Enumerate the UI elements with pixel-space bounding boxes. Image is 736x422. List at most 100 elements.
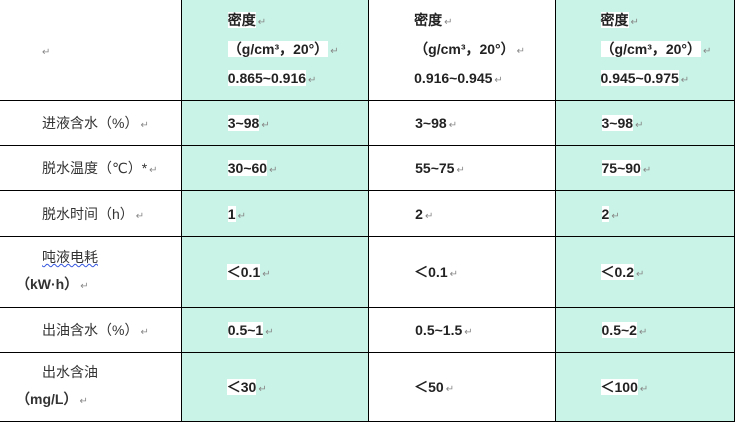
value-cell: 30~60 ↵ [180,145,370,191]
paragraph-mark: ↵ [638,327,648,338]
row-label: 吨液电耗 [42,249,98,265]
paragraph-mark: ↵ [135,210,145,222]
paragraph-mark: ↵ [149,165,158,176]
header-title: 密度 [600,11,629,28]
paragraph-mark: ↵ [308,74,317,86]
row-label-unit: （kW·h） [16,276,79,292]
paragraph-mark: ↵ [639,384,649,395]
cell-value: 0.5~1.5 [415,322,463,338]
table-row: 脱水温度（℃）* ↵ 30~60 ↵ 55~75 ↵ 75~90 ↵ [0,145,736,191]
paragraph-mark: ↵ [456,165,465,176]
paragraph-mark: ↵ [703,45,712,57]
value-cell: 55~75 ↵ [368,145,556,191]
header-cell: 密度 ↵ （g/cm³，20°） ↵ 0.865~0.916 ↵ [180,0,370,101]
paragraph-mark: ↵ [140,120,149,131]
header-range: 0.945~0.975 [600,69,679,86]
row-label: 进液含水（%） [42,115,139,131]
cell-value: ＜0.1 [226,264,261,280]
header-row: ↵ 密度 ↵ （g/cm³，20°） ↵ 0.865~0.916 ↵ 密度 ↵ （g/c… [0,0,736,101]
row-label: 脱水温度（℃）* [42,160,148,176]
paragraph-mark: ↵ [680,74,690,86]
header-unit: （g/cm³，20°） [414,40,515,57]
paragraph-mark: ↵ [464,327,473,338]
cell-value: 2 [415,205,423,222]
row-label-cell: 吨液电耗 （kW·h） ↵ [0,236,182,308]
cell-value: ＜0.2 [600,264,634,280]
paragraph-mark: ↵ [140,327,149,338]
cell-value: 2 [601,205,610,222]
row-label-cell: 进液含水（%） ↵ [0,100,182,146]
value-cell: ＜0.1 ↵ [368,236,556,308]
row-label: 脱水时间（h） [42,205,134,222]
value-cell: 2 ↵ [554,190,736,237]
cell-value: ＜50 [414,379,444,395]
paragraph-mark: ↵ [80,281,89,292]
cell-value: 1 [227,205,236,222]
row-label-cell: 出水含油 （mg/L） ↵ [0,352,182,422]
value-cell: 2 ↵ [368,190,556,237]
cell-value: 75~90 [601,160,641,176]
paragraph-mark: ↵ [265,327,274,338]
value-cell: 0.5~1 ↵ [180,307,370,353]
paragraph-mark: ↵ [258,384,267,395]
paragraph-mark: ↵ [330,45,339,57]
header-unit: （g/cm³，20°） [600,40,702,57]
paragraph-mark: ↵ [261,120,270,131]
paragraph-mark: ↵ [79,396,88,407]
value-cell: 3~98 ↵ [180,100,370,146]
paragraph-mark: ↵ [237,210,246,222]
paragraph-mark: ↵ [448,120,458,131]
header-range: 0.865~0.916 [227,69,307,86]
cell-value: 3~98 [227,115,260,131]
cell-value: 0.5~1 [227,322,264,338]
corner-cell: ↵ [0,0,182,101]
header-title: 密度 [227,11,256,28]
table-row: 出水含油 （mg/L） ↵ ＜30 ↵ ＜50 ↵ ＜100 ↵ [0,352,736,422]
value-cell: ＜0.1 ↵ [180,236,370,308]
cell-value: ＜0.1 [414,264,448,280]
paragraph-mark: ↵ [635,269,645,280]
paragraph-mark: ↵ [269,165,278,176]
row-label-unit: （mg/L） [16,391,78,407]
paragraph-mark: ↵ [424,210,434,222]
paragraph-mark: ↵ [630,16,639,28]
cell-value: 0.5~2 [601,322,637,338]
header-title: 密度 [414,11,443,28]
value-cell: ＜100 ↵ [554,352,736,422]
header-cell: 密度 ↵ （g/cm³，20°） ↵ 0.916~0.945 ↵ [368,0,556,101]
table-row: 出油含水（%） ↵ 0.5~1 ↵ 0.5~1.5 ↵ 0.5~2 ↵ [0,307,736,353]
value-cell: 3~98 ↵ [554,100,736,146]
table-row: 吨液电耗 （kW·h） ↵ ＜0.1 ↵ ＜0.1 ↵ ＜0.2 ↵ [0,236,736,308]
table-row: 进液含水（%） ↵ 3~98 ↵ 3~98 ↵ 3~98 ↵ [0,100,736,146]
paragraph-mark: ↵ [494,74,503,86]
cell-value: 3~98 [601,115,634,131]
cell-value: ＜100 [600,379,638,395]
cell-value: 55~75 [415,160,455,176]
row-label-cell: 出油含水（%） ↵ [0,307,182,353]
paragraph-mark: ↵ [516,45,526,57]
value-cell: ＜0.2 ↵ [554,236,736,308]
header-unit: （g/cm³，20°） [227,40,329,57]
row-label-cell: 脱水温度（℃）* ↵ [0,145,182,191]
value-cell: 1 ↵ [180,190,370,237]
paragraph-mark: ↵ [642,165,652,176]
paragraph-mark: ↵ [611,210,620,222]
paragraph-mark: ↵ [262,269,271,280]
value-cell: 3~98 ↵ [368,100,556,146]
value-cell: ＜50 ↵ [368,352,556,422]
row-label: 出水含油 [42,364,98,380]
paragraph-mark: ↵ [42,47,51,58]
header-cell: 密度 ↵ （g/cm³，20°） ↵ 0.945~0.975 ↵ [554,0,736,101]
value-cell: 0.5~1.5 ↵ [368,307,556,353]
paragraph-mark: ↵ [257,16,267,28]
paragraph-mark: ↵ [635,120,644,131]
header-range: 0.916~0.945 [414,69,493,86]
cell-value: 30~60 [227,160,268,176]
value-cell: 75~90 ↵ [554,145,736,191]
row-label: 出油含水（%） [42,322,139,338]
paragraph-mark: ↵ [444,16,453,28]
row-label-cell: 脱水时间（h） ↵ [0,190,182,237]
paragraph-mark: ↵ [449,269,458,280]
table-row: 脱水时间（h） ↵ 1 ↵ 2 ↵ 2 ↵ [0,190,736,237]
